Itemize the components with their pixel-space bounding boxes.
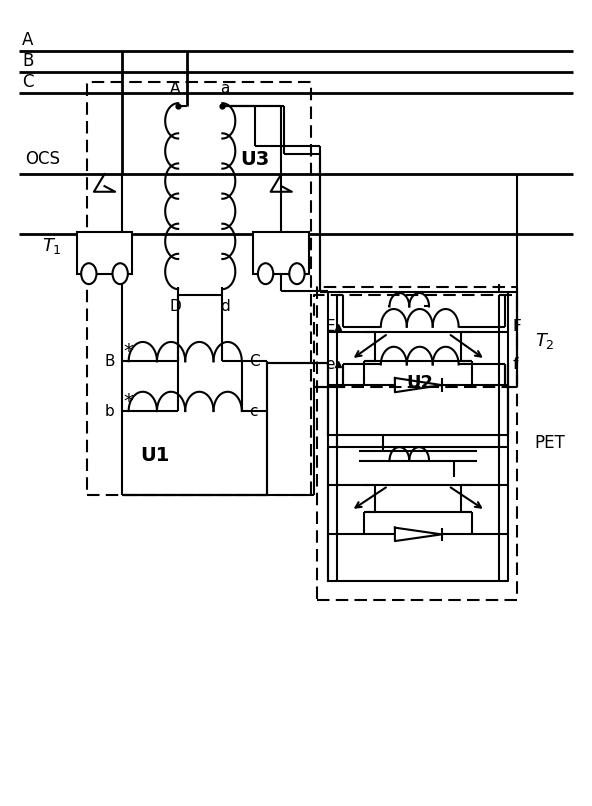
Text: B: B	[104, 354, 114, 368]
Text: c: c	[249, 404, 258, 418]
Text: A: A	[170, 81, 181, 96]
Text: OCS: OCS	[25, 150, 60, 168]
Text: $T_2$: $T_2$	[535, 331, 554, 351]
Text: *: *	[123, 392, 133, 411]
Text: A: A	[22, 31, 33, 49]
Circle shape	[289, 264, 305, 285]
Text: d: d	[220, 298, 230, 314]
Circle shape	[81, 264, 96, 285]
Bar	[76, 232, 133, 274]
Text: a: a	[221, 81, 230, 96]
Circle shape	[112, 264, 128, 285]
Text: F: F	[513, 319, 522, 334]
Text: b: b	[105, 404, 114, 418]
Circle shape	[258, 264, 274, 285]
Text: $T_1$: $T_1$	[41, 236, 62, 256]
Text: B: B	[22, 52, 33, 69]
Text: e: e	[326, 357, 335, 372]
Bar	[253, 232, 309, 274]
Text: PET: PET	[535, 434, 565, 452]
Text: U3: U3	[240, 150, 269, 169]
Text: D: D	[169, 298, 181, 314]
Text: C: C	[249, 354, 259, 368]
Text: *: *	[123, 342, 133, 361]
Text: U1: U1	[140, 446, 169, 465]
Text: E: E	[326, 319, 335, 334]
Text: f: f	[513, 357, 518, 372]
Text: C: C	[22, 73, 34, 90]
Text: U2: U2	[406, 374, 433, 392]
